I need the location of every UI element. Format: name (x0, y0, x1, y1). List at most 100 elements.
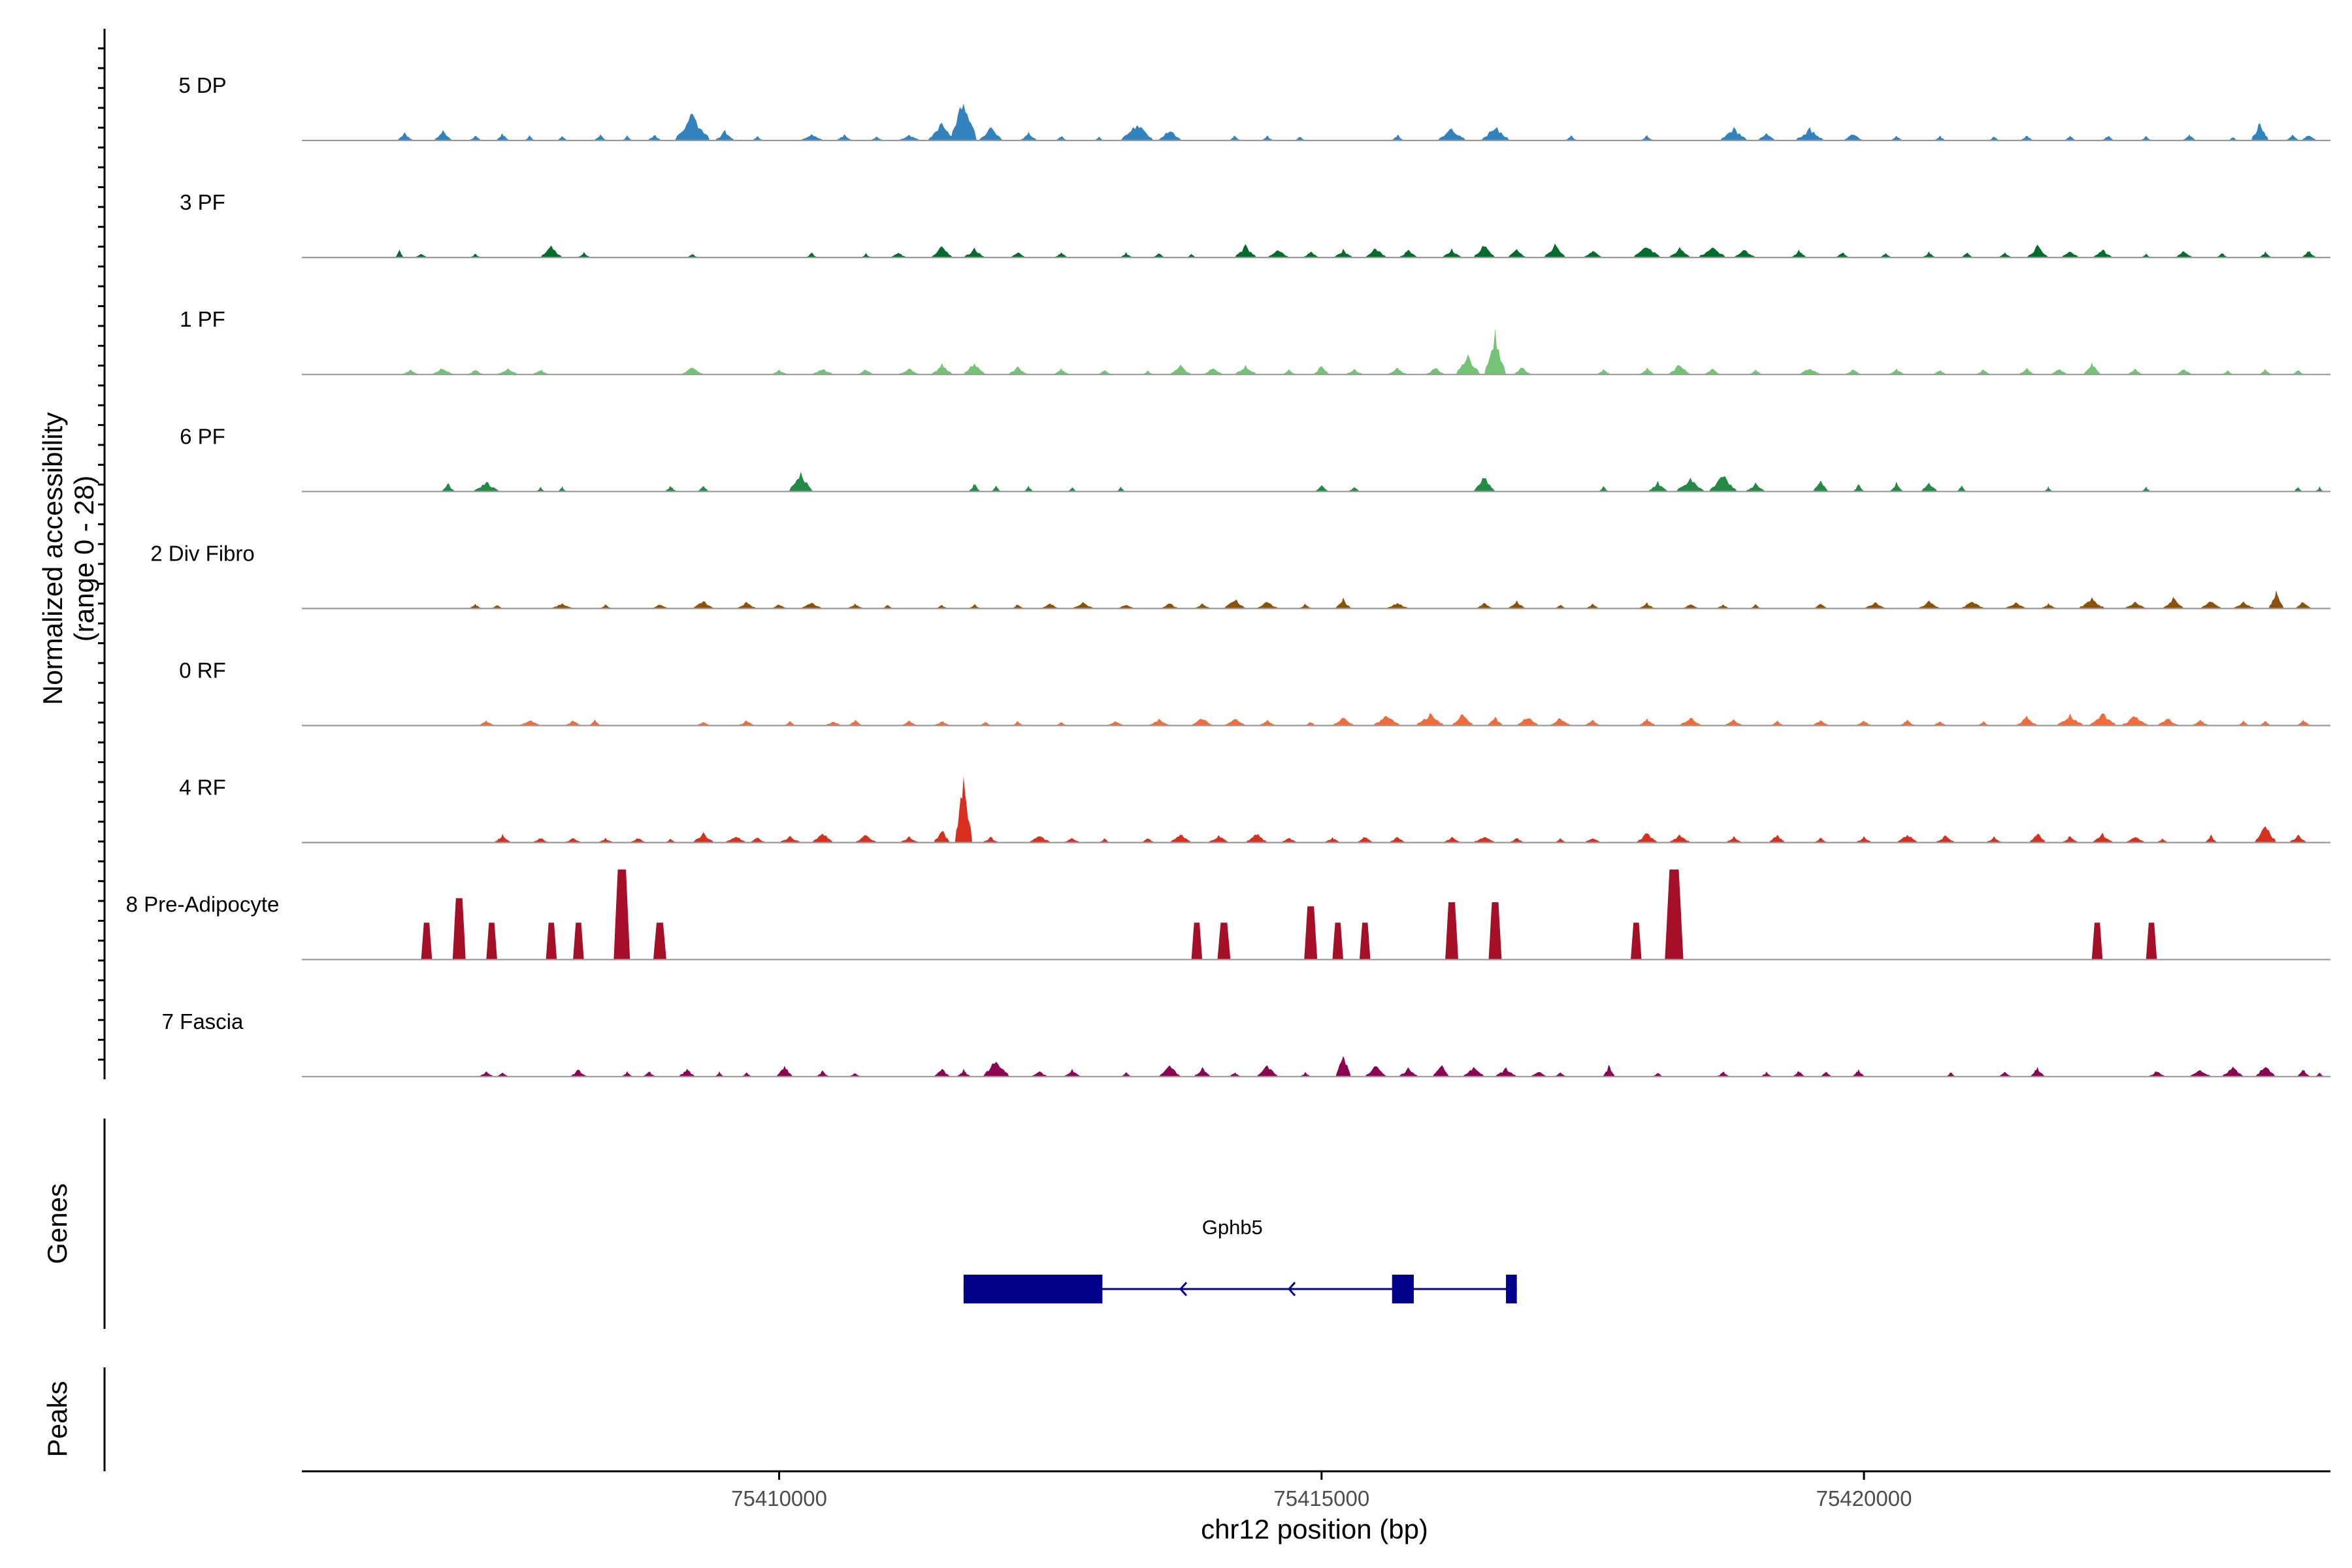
coverage-peak (861, 253, 871, 258)
coverage-peak (1487, 717, 1503, 726)
coverage-peak (1314, 366, 1330, 375)
coverage-peak (397, 132, 413, 140)
coverage-peak (442, 483, 455, 492)
y-axis-label: Normalized accessibility (37, 412, 68, 705)
coverage-peak (2295, 602, 2311, 609)
coverage-peak (1107, 721, 1124, 726)
coverage-peak (1813, 480, 1829, 492)
coverage-peak (811, 369, 834, 375)
coverage-peak (597, 838, 614, 843)
coverage-peak (1795, 127, 1824, 140)
coverage-peak (1633, 248, 1661, 258)
coverage-peak (1245, 834, 1267, 843)
coverage-peak (1999, 1071, 2011, 1077)
coverage-peak (1565, 135, 1576, 140)
strand-arrow (1287, 1281, 1296, 1297)
coverage-peak (1224, 719, 1246, 726)
coverage-peak (532, 838, 549, 843)
coverage-peak (1771, 720, 1784, 726)
coverage-peak (2124, 601, 2146, 609)
coverage-peak (1495, 1067, 1517, 1077)
coverage-peak (1480, 127, 1510, 140)
coverage-peak (898, 135, 921, 140)
coverage-peak (779, 836, 801, 843)
coverage-peak (2146, 923, 2157, 960)
coverage-peak (2061, 252, 2079, 258)
coverage-peak (468, 604, 482, 609)
coverage-peak (2293, 487, 2302, 492)
coverage-peak (557, 136, 567, 140)
track-label: 2 Div Fibro (150, 541, 255, 565)
coverage-peak (2162, 596, 2184, 609)
coverage-peak (1028, 836, 1051, 843)
coverage-peak (496, 133, 510, 140)
coverage-peak (1918, 600, 1940, 609)
coverage-peak (950, 103, 977, 140)
coverage-peak (1957, 485, 1967, 492)
coverage-peak (936, 604, 947, 609)
coverage-peak (1388, 367, 1407, 375)
coverage-peak (1698, 248, 1726, 258)
coverage-peak (1054, 252, 1068, 258)
coverage-peak (2205, 834, 2217, 843)
coverage-peak (1437, 128, 1466, 140)
coverage-peak (1544, 243, 1566, 258)
gene-exon (1392, 1275, 1414, 1303)
coverage-peak (2141, 136, 2151, 140)
coverage-peak (2302, 251, 2316, 258)
coverage-peak (1933, 721, 1947, 726)
coverage-peak (979, 721, 991, 726)
coverage-peak (1513, 368, 1531, 375)
coverage-peak (1508, 600, 1526, 609)
coverage-peak (470, 253, 481, 258)
coverage-peak (467, 370, 484, 375)
coverage-peak (1793, 1071, 1805, 1077)
genes-track-label: Genes (42, 1183, 73, 1264)
coverage-peak (1117, 487, 1125, 492)
coverage-peak (1332, 923, 1343, 960)
coverage-peak (532, 370, 549, 375)
coverage-peak (1267, 250, 1289, 258)
y-axis-title: Normalized accessibility (range 0 - 28) (37, 412, 99, 705)
coverage-peak (2142, 487, 2150, 492)
coverage-peak (1812, 720, 1829, 726)
coverage-peak (2260, 721, 2271, 726)
coverage-peak (1507, 249, 1526, 258)
coverage-peak (478, 720, 495, 726)
coverage-peak (2044, 486, 2053, 492)
coverage-peak (1769, 834, 1786, 843)
coverage-peak (2254, 826, 2276, 843)
coverage-peak (1814, 838, 1827, 843)
coverage-peak (497, 1072, 508, 1077)
coverage-peak (1636, 833, 1658, 843)
coverage-peak (1583, 251, 1602, 258)
coverage-peak (1120, 252, 1133, 258)
coverage-peak (395, 249, 404, 258)
coverage-peak (1843, 135, 1863, 140)
coverage-peak (1011, 604, 1024, 609)
coverage-peak (1864, 602, 1886, 609)
coverage-peak (934, 830, 951, 843)
track-label: 1 PF (180, 307, 225, 331)
coverage-peak (1639, 602, 1656, 609)
coverage-peak (573, 923, 584, 960)
coverage-peak (742, 1072, 751, 1077)
coverage-peak (725, 836, 747, 843)
coverage-peak (692, 601, 714, 609)
coverage-peak (1207, 835, 1230, 843)
coverage-peak (1281, 838, 1298, 843)
coverage-peak (1191, 923, 1203, 960)
coverage-peak (564, 721, 581, 726)
coverage-peak (1122, 1072, 1131, 1077)
coverage-peak (2157, 719, 2179, 726)
coverage-peak (2216, 253, 2228, 258)
coverage-peak (1010, 252, 1026, 258)
coverage-peak (969, 483, 980, 492)
coverage-peak (497, 368, 519, 375)
coverage-peak (2078, 597, 2105, 609)
coverage-peak (1191, 719, 1213, 726)
coverage-peak (1064, 1068, 1081, 1077)
coverage-peak (613, 869, 630, 960)
coverage-peak (1235, 365, 1257, 375)
coverage-peak (1021, 131, 1037, 140)
